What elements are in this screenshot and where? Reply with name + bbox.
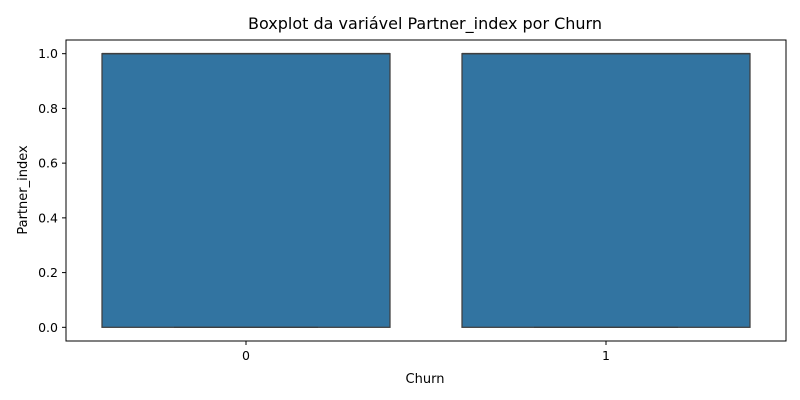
- y-tick-label: 0.0: [38, 320, 58, 335]
- y-tick-label: 1.0: [38, 46, 58, 61]
- box-1: [461, 53, 751, 328]
- y-tick-label: 0.8: [38, 101, 58, 116]
- y-tick-label: 0.2: [38, 265, 58, 280]
- x-tick-label-1: 1: [602, 348, 610, 363]
- x-axis-label: Churn: [406, 372, 445, 387]
- y-tick-label: 0.6: [38, 156, 58, 171]
- plot-area: 0 1 0.0 0.2 0.4 0.6 0.8 1.0: [38, 39, 787, 363]
- y-axis-label: Partner_index: [16, 145, 31, 235]
- axes-frame: [65, 39, 787, 342]
- x-tick-label-0: 0: [242, 348, 250, 363]
- y-tick-label: 0.4: [38, 210, 58, 225]
- box-0: [101, 53, 391, 328]
- chart-title: Boxplot da variável Partner_index por Ch…: [248, 14, 602, 34]
